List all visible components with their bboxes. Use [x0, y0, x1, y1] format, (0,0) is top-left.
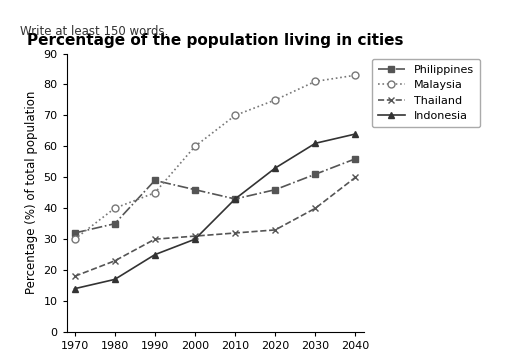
Malaysia — [152, 191, 158, 195]
Philippines — [312, 172, 318, 176]
Indonesia — [192, 237, 198, 241]
Indonesia — [312, 141, 318, 145]
Thailand — [272, 228, 279, 232]
Legend: Philippines, Malaysia, Thailand, Indonesia: Philippines, Malaysia, Thailand, Indones… — [372, 59, 480, 127]
Malaysia — [72, 237, 78, 241]
Philippines — [112, 222, 118, 226]
Indonesia — [152, 252, 158, 257]
Text: Write at least 150 words.: Write at least 150 words. — [20, 25, 169, 38]
Thailand — [312, 206, 318, 210]
Malaysia — [312, 79, 318, 84]
Y-axis label: Percentage (%) of total population: Percentage (%) of total population — [25, 91, 38, 295]
Malaysia — [232, 113, 238, 117]
Line: Philippines: Philippines — [72, 156, 358, 236]
Malaysia — [272, 98, 279, 102]
Line: Indonesia: Indonesia — [71, 131, 359, 292]
Philippines — [232, 197, 238, 201]
Line: Thailand: Thailand — [71, 174, 359, 280]
Philippines — [272, 187, 279, 192]
Philippines — [72, 231, 78, 235]
Philippines — [192, 187, 198, 192]
Indonesia — [112, 277, 118, 282]
Thailand — [112, 259, 118, 263]
Indonesia — [272, 166, 279, 170]
Malaysia — [192, 144, 198, 149]
Philippines — [152, 178, 158, 182]
Indonesia — [352, 132, 358, 136]
Line: Malaysia: Malaysia — [71, 72, 359, 243]
Thailand — [192, 234, 198, 238]
Malaysia — [112, 206, 118, 210]
Indonesia — [232, 197, 238, 201]
Indonesia — [72, 287, 78, 291]
Thailand — [72, 274, 78, 278]
Malaysia — [352, 73, 358, 77]
Thailand — [352, 175, 358, 180]
Thailand — [232, 231, 238, 235]
Title: Percentage of the population living in cities: Percentage of the population living in c… — [27, 33, 403, 48]
Philippines — [352, 157, 358, 161]
Thailand — [152, 237, 158, 241]
